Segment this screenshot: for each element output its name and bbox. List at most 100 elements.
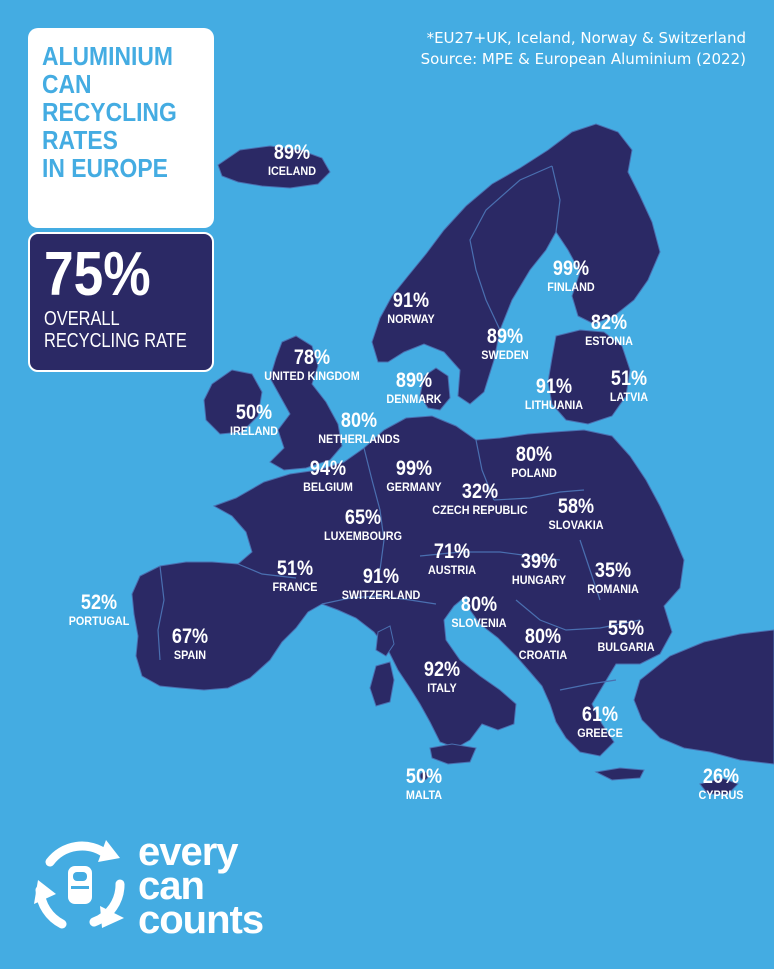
country-label-united-kingdom: 78% UNITED KINGDOM [259,347,365,384]
country-name: ITALY [427,681,457,695]
country-label-bulgaria: 55% BULGARIA [594,617,657,655]
country-rate: 91% [392,289,430,312]
country-rate: 61% [581,703,619,726]
country-name: SLOVAKIA [548,518,604,532]
title-line: RATES [42,125,118,155]
country-name: POLAND [511,466,557,480]
land-sicily [429,743,477,765]
every-can-counts-logo: every can counts [28,830,308,942]
country-label-hungary: 39% HUNGARY [509,551,569,588]
country-name: LITHUANIA [524,398,584,412]
country-name: NORWAY [387,312,435,326]
country-rate: 67% [171,625,209,648]
country-rate: 50% [235,401,273,424]
overall-rate-label: OVERALL [44,308,120,330]
logo-word-can: can [138,864,205,908]
country-rate: 52% [80,591,118,614]
country-name: FRANCE [272,580,318,594]
country-label-italy: 92% ITALY [421,658,463,696]
country-name: ESTONIA [585,334,633,348]
country-rate: 80% [340,409,378,432]
land-malta [419,771,429,781]
country-name: AUSTRIA [427,563,477,577]
country-rate: 32% [461,480,499,503]
country-rate: 50% [405,765,443,788]
country-rate: 99% [395,457,433,480]
source-note: *EU27+UK, Iceland, Norway & Switzerland … [421,28,746,70]
country-label-malta: 50% MALTA [403,765,445,803]
country-rate: 80% [515,443,553,466]
border-greece [559,679,617,691]
country-rate: 58% [557,495,595,518]
country-label-slovenia: 80% SLOVENIA [448,593,509,631]
country-rate: 89% [395,369,433,392]
border-germany-poland [475,439,495,501]
overall-rate-label: RECYCLING RATE [44,330,187,352]
country-name: SWEDEN [481,348,529,362]
country-label-sweden: 89% SWEDEN [479,325,532,363]
country-name: CZECH REPUBLIC [432,503,528,517]
land-cyprus [699,777,739,795]
border-italy [321,595,437,605]
country-name: CYPRUS [698,788,744,802]
country-label-cyprus: 26% CYPRUS [696,765,746,803]
country-label-slovakia: 58% SLOVAKIA [545,495,606,533]
country-name: BULGARIA [597,640,655,654]
country-name: LATVIA [609,390,649,404]
country-label-iceland: 89% ICELAND [265,141,318,179]
country-rate: 99% [552,257,590,280]
country-name: PORTUGAL [68,614,130,628]
country-label-france: 51% FRANCE [270,558,320,595]
border-balkans [515,599,641,631]
country-name: CROATIA [518,648,568,662]
title-line: ALUMINIUM [42,41,173,71]
country-rate: 80% [524,625,562,648]
country-name: NETHERLANDS [318,432,400,446]
country-rate: 89% [273,141,311,164]
logo-word-every: every [138,830,239,874]
country-rate: 80% [460,593,498,616]
country-name: FINLAND [547,280,595,294]
country-name: HUNGARY [511,573,567,587]
country-label-poland: 80% POLAND [509,443,560,481]
country-label-finland: 99% FINLAND [545,257,598,295]
country-label-latvia: 51% LATVIA [608,367,650,405]
country-name: UNITED KINGDOM [264,369,360,383]
land-sardinia [369,661,395,707]
country-label-belgium: 94% BELGIUM [300,457,355,495]
country-rate: 51% [610,367,648,390]
land-iceland [217,145,331,189]
country-rate: 89% [486,325,524,348]
country-rate: 71% [433,540,471,563]
border-sweden-finland [551,165,561,233]
land-corsica [375,625,395,657]
country-rate: 26% [702,765,740,788]
country-rate: 91% [535,375,573,398]
country-label-portugal: 52% PORTUGAL [65,591,132,629]
country-name: IRELAND [229,424,279,438]
border-central [419,551,561,561]
country-rate: 65% [344,506,382,529]
country-name: MALTA [405,788,443,802]
country-name: GERMANY [386,480,442,494]
land-britain [269,335,343,471]
land-scandinavia [371,123,661,405]
country-label-ireland: 50% IRELAND [227,401,280,439]
country-rate: 35% [594,559,632,582]
country-rate: 92% [423,658,461,681]
country-name: SLOVENIA [451,616,507,630]
country-label-spain: 67% SPAIN [169,625,211,663]
country-label-croatia: 80% CROATIA [516,625,570,663]
country-label-norway: 91% NORWAY [385,289,438,327]
title-line: RECYCLING [42,97,177,127]
country-name: DENMARK [386,392,442,406]
country-name: SWITZERLAND [341,588,421,602]
country-rate: 55% [607,617,645,640]
border-norway-sweden [469,165,553,331]
country-rate: 82% [590,311,628,334]
recycle-can-icon [34,840,125,929]
country-label-austria: 71% AUSTRIA [425,540,478,578]
overall-rate-box: 75% OVERALL RECYCLING RATE [28,232,214,372]
country-rate: 94% [309,457,347,480]
